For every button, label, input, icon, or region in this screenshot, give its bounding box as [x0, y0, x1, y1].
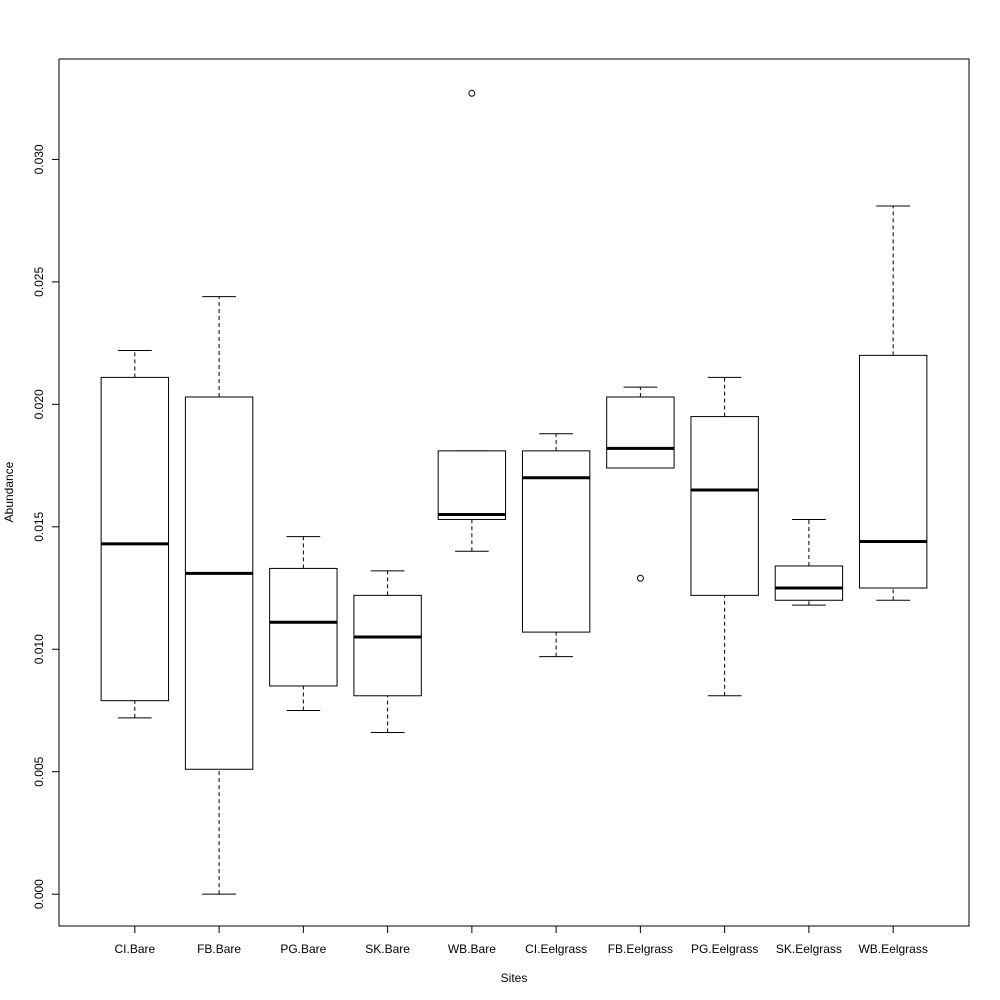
x-axis: CI.Bare FB.Bare PG.Bare SK.Bare WB.Bare CI.Ee… — [114, 925, 928, 956]
y-tick-label: 0.030 — [32, 144, 46, 174]
box-fb-eelgrass — [606, 386, 675, 582]
y-tick-label: 0.020 — [32, 389, 46, 419]
y-tick-label: 0.015 — [32, 511, 46, 541]
box-wb-eelgrass — [858, 205, 928, 601]
outlier-point — [636, 574, 644, 582]
x-tick-label: WB.Bare — [448, 942, 496, 956]
x-tick-label: FB.Bare — [197, 942, 241, 956]
outlier-point — [468, 89, 476, 97]
box-iqr — [690, 416, 759, 596]
box-iqr — [606, 396, 675, 469]
y-tick-label: 0.005 — [32, 756, 46, 786]
y-axis: 0.000 0.005 0.010 0.015 0.020 0.025 0.030 — [32, 144, 60, 909]
box-iqr — [521, 450, 591, 633]
x-tick-label: PG.Eelgrass — [691, 942, 758, 956]
box-ci-bare — [100, 349, 170, 719]
x-tick-label: WB.Eelgrass — [858, 942, 927, 956]
box-series — [100, 89, 928, 895]
box-iqr — [774, 565, 844, 601]
box-wb-bare — [437, 89, 507, 552]
y-tick-label: 0.010 — [32, 634, 46, 664]
x-tick-label: SK.Bare — [365, 942, 410, 956]
x-axis-title: Sites — [501, 971, 528, 985]
box-iqr — [858, 354, 928, 589]
x-tick-label: CI.Bare — [114, 942, 155, 956]
box-sk-bare — [353, 570, 422, 734]
box-ci-eelgrass — [521, 433, 591, 658]
box-pg-eelgrass — [690, 376, 759, 697]
box-iqr — [437, 450, 507, 520]
x-tick-label: SK.Eelgrass — [776, 942, 842, 956]
box-iqr — [269, 567, 338, 687]
box-sk-eelgrass — [774, 518, 844, 606]
x-tick-label: FB.Eelgrass — [608, 942, 673, 956]
y-tick-label: 0.000 — [32, 879, 46, 909]
x-tick-label: CI.Eelgrass — [525, 942, 587, 956]
box-iqr — [353, 594, 422, 697]
box-iqr — [184, 396, 254, 770]
y-tick-label: 0.025 — [32, 267, 46, 297]
x-tick-label: PG.Bare — [280, 942, 326, 956]
box-iqr — [100, 376, 170, 702]
y-axis-title: Abundance — [2, 461, 16, 522]
box-fb-bare — [184, 296, 254, 895]
box-pg-bare — [269, 536, 338, 711]
